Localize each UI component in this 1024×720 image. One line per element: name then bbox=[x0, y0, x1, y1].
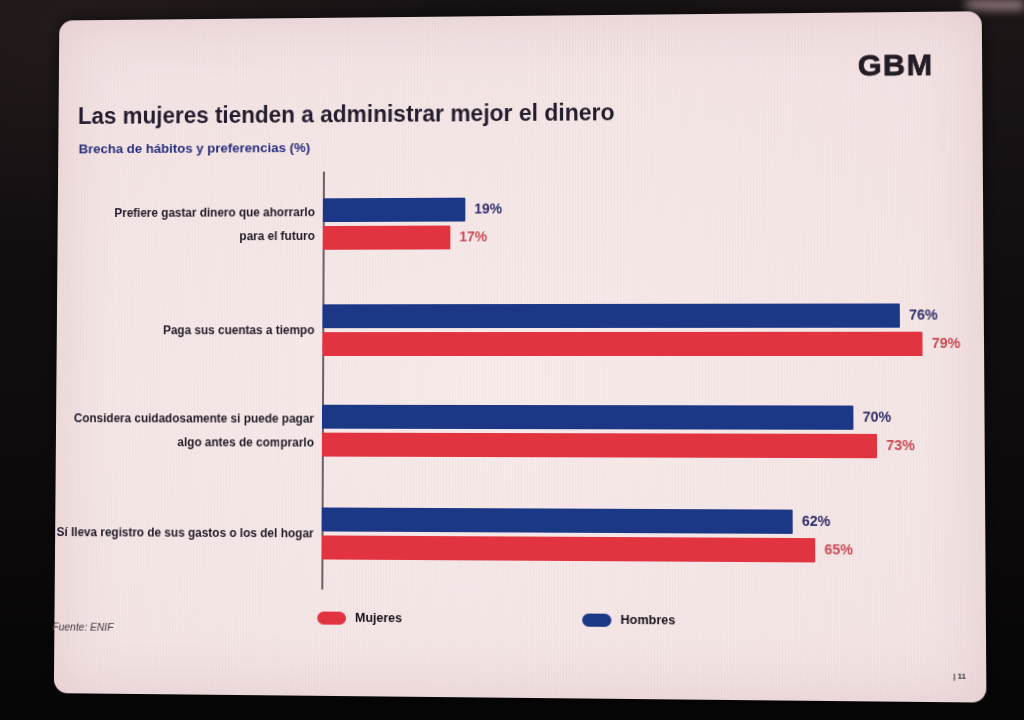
source-note: Fuente: ENIF bbox=[52, 620, 113, 632]
legend-swatch bbox=[582, 613, 611, 626]
page-number: | 11 bbox=[953, 672, 966, 681]
legend-swatch bbox=[317, 611, 346, 624]
chart-row: Sí lleva registro de sus gastos o los de… bbox=[54, 11, 987, 702]
background-glow bbox=[966, 0, 1024, 10]
hombres-bar bbox=[322, 507, 793, 533]
legend-label: Hombres bbox=[620, 613, 675, 628]
value-label: 62% bbox=[802, 513, 831, 529]
mujeres-bar bbox=[321, 535, 815, 562]
legend-item-hombres: Hombres bbox=[582, 612, 675, 629]
legend-label: Mujeres bbox=[355, 611, 402, 625]
legend-item-mujeres: Mujeres bbox=[317, 610, 402, 627]
value-label: 65% bbox=[824, 541, 853, 557]
bar-chart: Prefiere gastar dinero que ahorrarlopara… bbox=[54, 11, 987, 702]
presentation-slide: GBM Las mujeres tienden a administrar me… bbox=[54, 11, 987, 702]
category-label: Sí lleva registro de sus gastos o los de… bbox=[69, 506, 314, 559]
